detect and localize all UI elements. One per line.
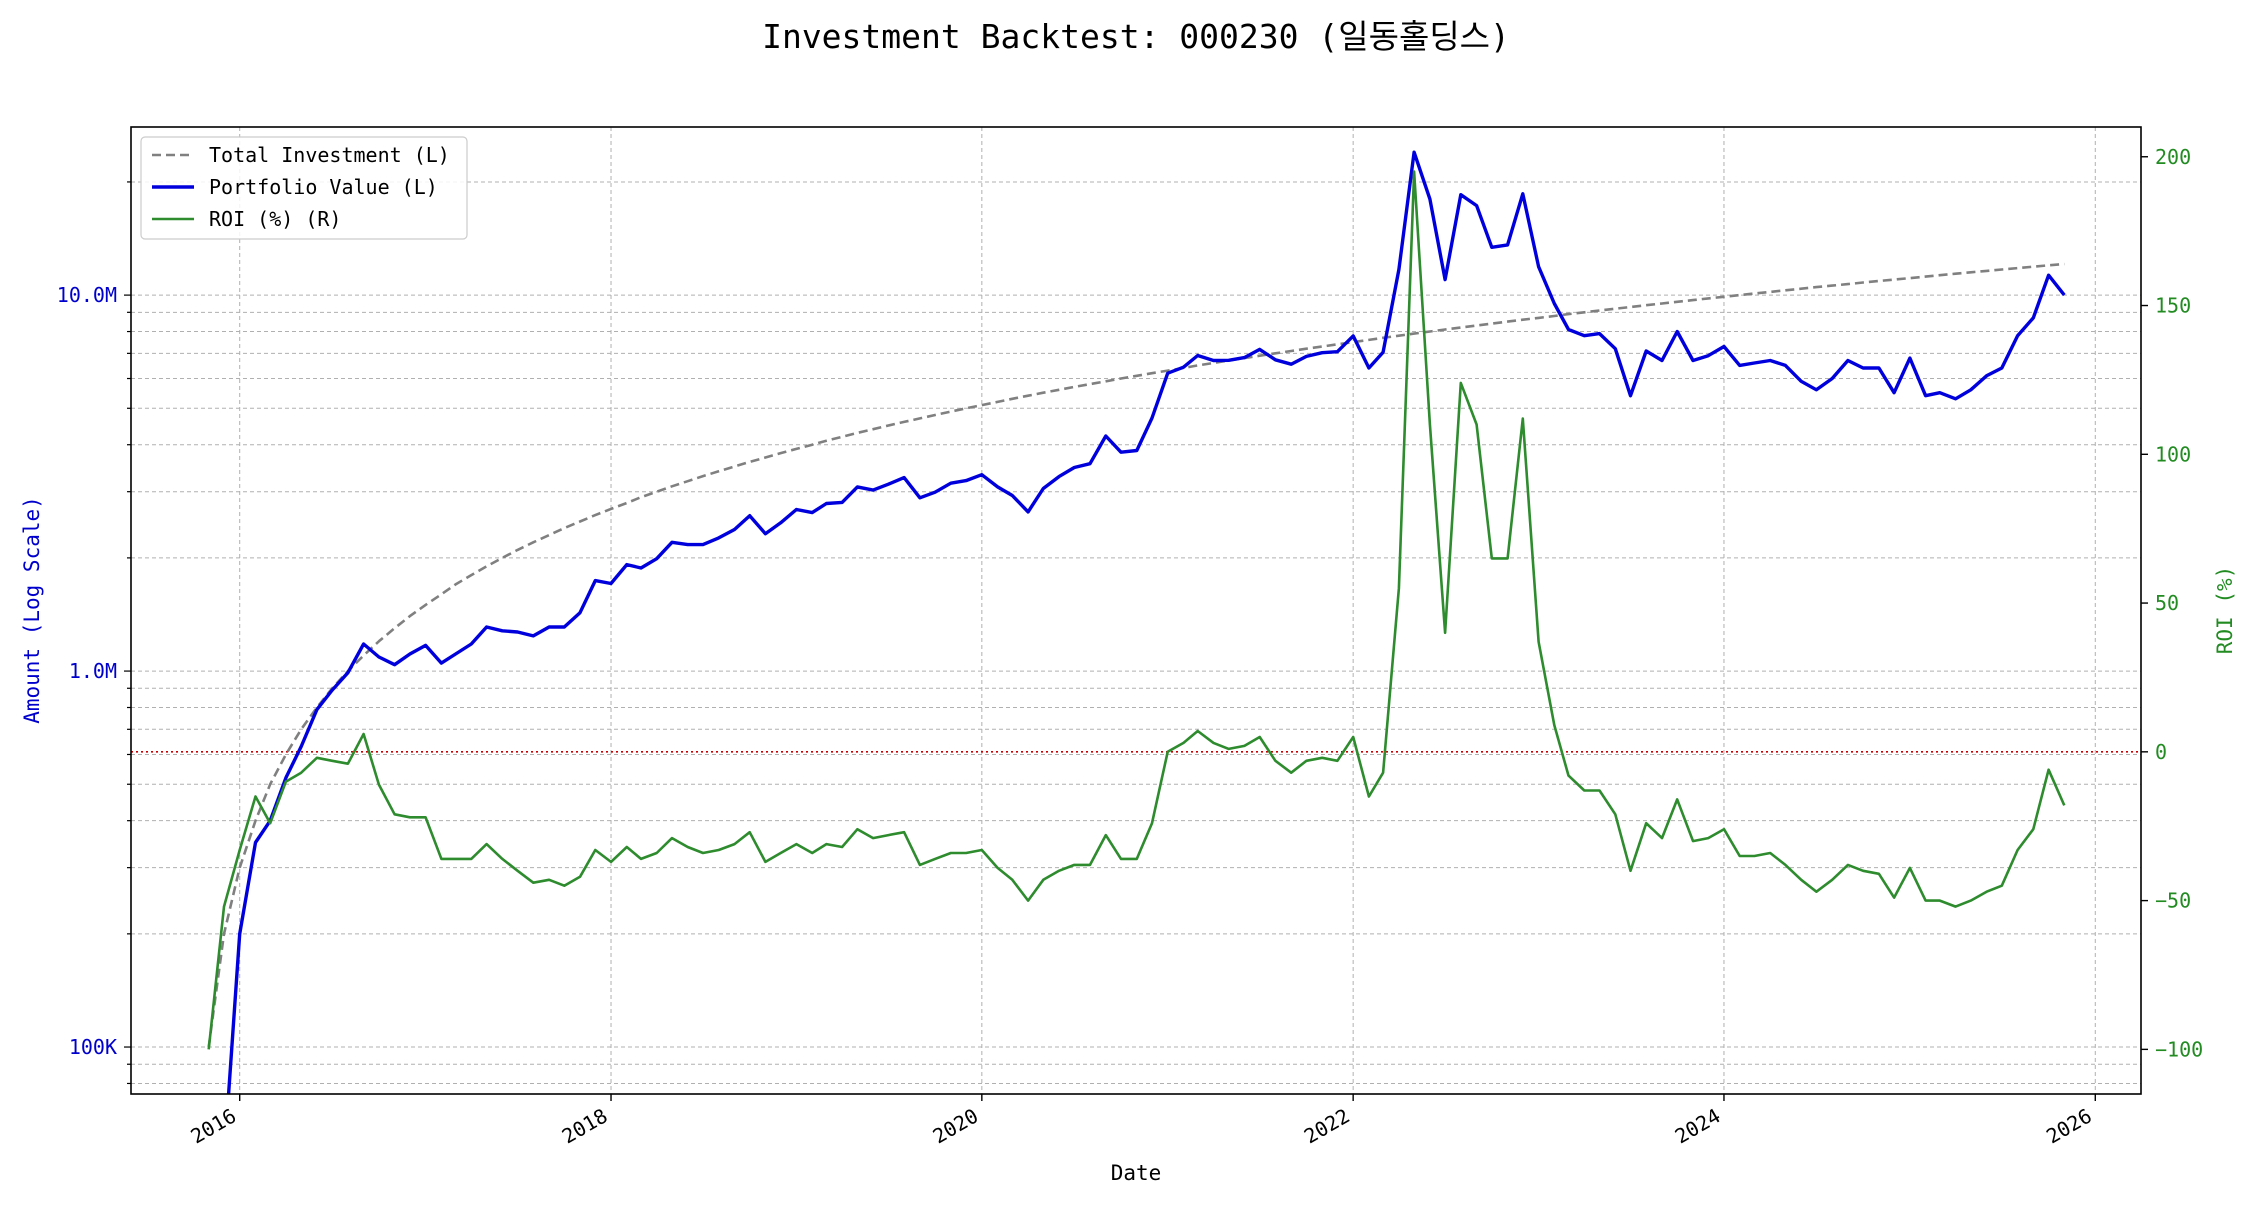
right-tick-label: 150 (2155, 294, 2191, 318)
x-axis-label: Date (1111, 1161, 1162, 1185)
left-tick-label: 100K (69, 1035, 117, 1059)
right-tick-label: −100 (2155, 1037, 2203, 1061)
left-tick-label: 1.0M (69, 659, 117, 683)
portfolio-value-line (226, 150, 2066, 1094)
legend-box (140, 136, 468, 240)
legend-label: Total Investment (L) (209, 143, 450, 167)
left-tick-label: 10.0M (57, 283, 117, 307)
right-tick-label: 200 (2155, 145, 2191, 169)
plot-frame (130, 126, 2142, 1095)
right-tick-label: 100 (2155, 442, 2191, 466)
legend: Total Investment (L) Portfolio Value (L) R… (140, 136, 468, 240)
chart-title: Investment Backtest: 000230 (일동홀딩스) (762, 17, 1510, 56)
right-tick-label: −50 (2155, 889, 2191, 913)
right-y-axis-label: ROI (%) (2213, 566, 2237, 655)
right-tick-label: 50 (2155, 591, 2179, 615)
grid (131, 127, 2141, 1094)
legend-label: ROI (%) (R) (209, 207, 341, 231)
left-y-axis-label: Amount (Log Scale) (20, 496, 44, 724)
total-investment-line (207, 262, 2065, 1048)
series-layer (207, 150, 2066, 1094)
roi-line (207, 170, 2066, 1050)
right-tick-label: 0 (2155, 740, 2167, 764)
legend-label: Portfolio Value (L) (209, 175, 438, 199)
